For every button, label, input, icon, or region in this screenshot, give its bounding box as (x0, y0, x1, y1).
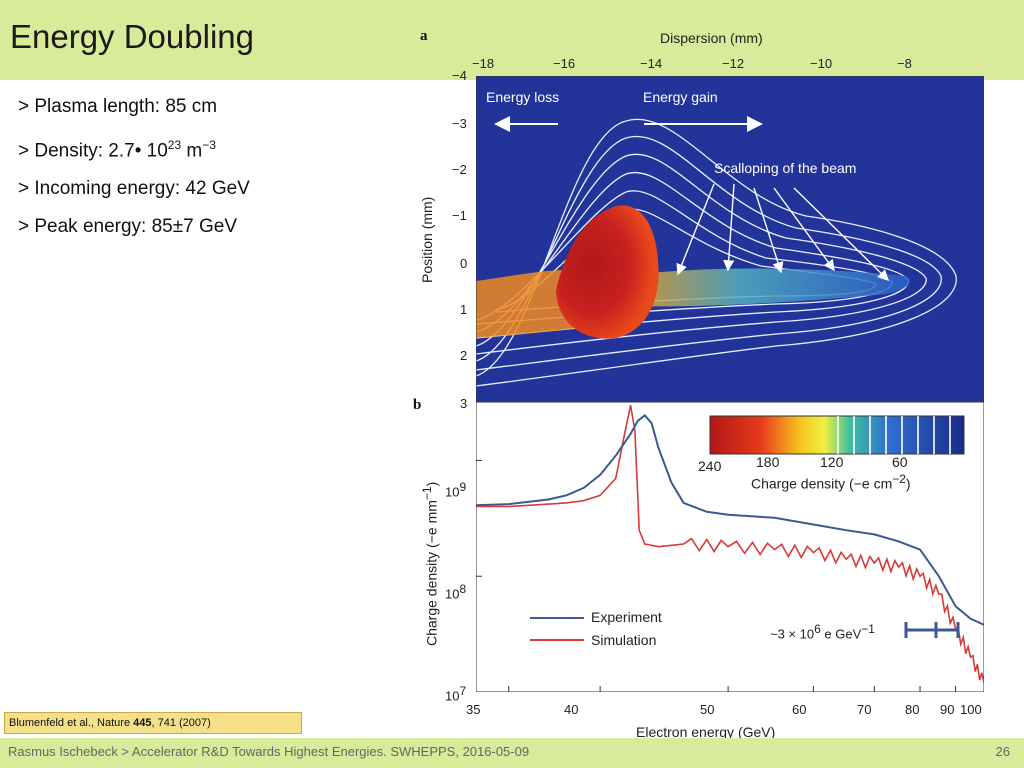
colorbar-label-text: Charge density (−e cm (751, 475, 893, 492)
x-tick: 40 (564, 702, 579, 717)
citation-authors: Blumenfeld et al., Nature (9, 717, 134, 729)
y-tick-a: 3 (460, 396, 468, 411)
page-number: 26 (995, 744, 1010, 759)
panel-a-letter: a (420, 28, 428, 44)
citation: Blumenfeld et al., Nature 445, 741 (2007… (4, 712, 302, 734)
beam-core (556, 205, 659, 339)
panel-b-letter: b (413, 397, 422, 413)
colorbar-label-exp: −2 (892, 472, 906, 486)
beam-tail (626, 268, 910, 307)
energy-loss-label: Energy loss (486, 89, 560, 105)
colorbar-tick: 60 (892, 454, 908, 470)
colorbar-label-end: ) (905, 475, 911, 492)
y-tick-a: −3 (452, 116, 467, 131)
y-tick-a: 2 (460, 348, 468, 363)
footer-band (0, 738, 1024, 768)
parameter-list: > Plasma length: 85 cm > Density: 2.7• 1… (18, 88, 250, 246)
y-tick-b: 107 (445, 684, 466, 703)
footer-text: Rasmus Ischebeck > Accelerator R&D Towar… (8, 744, 530, 759)
y-tick-b: 108 (445, 582, 466, 601)
charge-density-axis-label: Charge density (−e mm−1) (420, 482, 440, 646)
bullet-incoming-energy: > Incoming energy: 42 GeV (18, 178, 250, 200)
top-tick: −8 (897, 56, 912, 71)
y-tick-base: 10 (445, 484, 460, 500)
legend (530, 617, 584, 641)
annotation-exp: 6 (814, 622, 821, 636)
scallop-arrow (793, 187, 890, 281)
scalloping-arrows (676, 183, 890, 281)
x-axis-label: Electron energy (GeV) (636, 724, 776, 740)
density-unit: m (181, 140, 203, 162)
y-tick-exp: 8 (459, 582, 467, 596)
x-tick: 100 (960, 702, 982, 717)
legend-simulation-label: Simulation (591, 632, 657, 648)
colorbar-tick: 240 (698, 458, 722, 474)
y-tick-base: 10 (445, 688, 460, 704)
density-unit-exp: −3 (202, 138, 216, 152)
y-tick-a: 0 (460, 256, 468, 271)
density-prefix: > Density: 2.7• 10 (18, 140, 168, 162)
colorbar-gradient (709, 415, 965, 455)
y-tick-exp: 7 (459, 684, 467, 698)
citation-volume: 445 (133, 717, 152, 729)
x-tick: 60 (792, 702, 807, 717)
colorbar-tick: 120 (820, 454, 844, 470)
energy-gain-label: Energy gain (643, 89, 718, 105)
y-tick-a: 1 (460, 302, 468, 317)
ylabel-text: Charge density (−e mm (423, 500, 440, 646)
y-tick-a: −1 (452, 208, 467, 223)
colorbar-label: Charge density (−e cm−2) (751, 472, 911, 492)
scalloping-label: Scalloping of the beam (714, 160, 857, 176)
annotation-suffix-exp: −1 (861, 622, 875, 636)
y-tick-a: −2 (452, 162, 467, 177)
peak-error-bar (904, 622, 960, 638)
ylabel-end: ) (423, 481, 440, 487)
peak-spread-annotation: ~3 × 106 e GeV−1 (770, 622, 875, 641)
y-tick-a: −4 (452, 68, 467, 83)
x-tick: 70 (857, 702, 872, 717)
legend-experiment-label: Experiment (591, 609, 662, 625)
colorbar-stripes (837, 416, 951, 454)
ylabel-exp: −1 (420, 486, 434, 501)
x-tick: 35 (466, 702, 481, 717)
colorbar (709, 415, 965, 455)
y-tick-b: 109 (445, 480, 466, 499)
charge-image (476, 76, 984, 402)
citation-pages: , 741 (2007) (151, 717, 211, 729)
position-axis-label: Position (mm) (419, 196, 435, 283)
top-tick: −16 (553, 56, 576, 71)
bullet-peak-energy: > Peak energy: 85±7 GeV (18, 216, 238, 238)
slide-title: Energy Doubling (10, 18, 254, 55)
energy-spectrum-chart (476, 402, 984, 692)
title-band (0, 0, 1024, 80)
density-exp: 23 (167, 138, 182, 152)
scallop-arrow (773, 187, 835, 272)
annotation-suffix: e GeV (820, 626, 862, 642)
x-tick: 90 (940, 702, 955, 717)
bullet-plasma-length: > Plasma length: 85 cm (18, 96, 218, 117)
bullet-density: > Density: 2.7• 1023 m−3 (18, 126, 250, 170)
dispersion-axis-label: Dispersion (mm) (660, 30, 763, 46)
plot-ticks (476, 459, 984, 692)
top-tick: −18 (472, 56, 495, 71)
x-tick: 50 (700, 702, 715, 717)
top-tick: −12 (722, 56, 745, 71)
scallop-arrow (753, 187, 784, 274)
y-tick-exp: 9 (459, 480, 467, 494)
simulation-series-line (476, 405, 984, 683)
annotation-prefix: ~3 × 10 (770, 626, 815, 642)
experiment-series-line (476, 414, 984, 626)
scallop-arrow (676, 183, 715, 276)
y-tick-base: 10 (445, 586, 460, 602)
top-tick: −10 (810, 56, 833, 71)
scallop-arrow (723, 183, 735, 272)
colorbar-tick: 180 (756, 454, 780, 470)
top-tick: −14 (640, 56, 663, 71)
x-tick: 80 (905, 702, 920, 717)
